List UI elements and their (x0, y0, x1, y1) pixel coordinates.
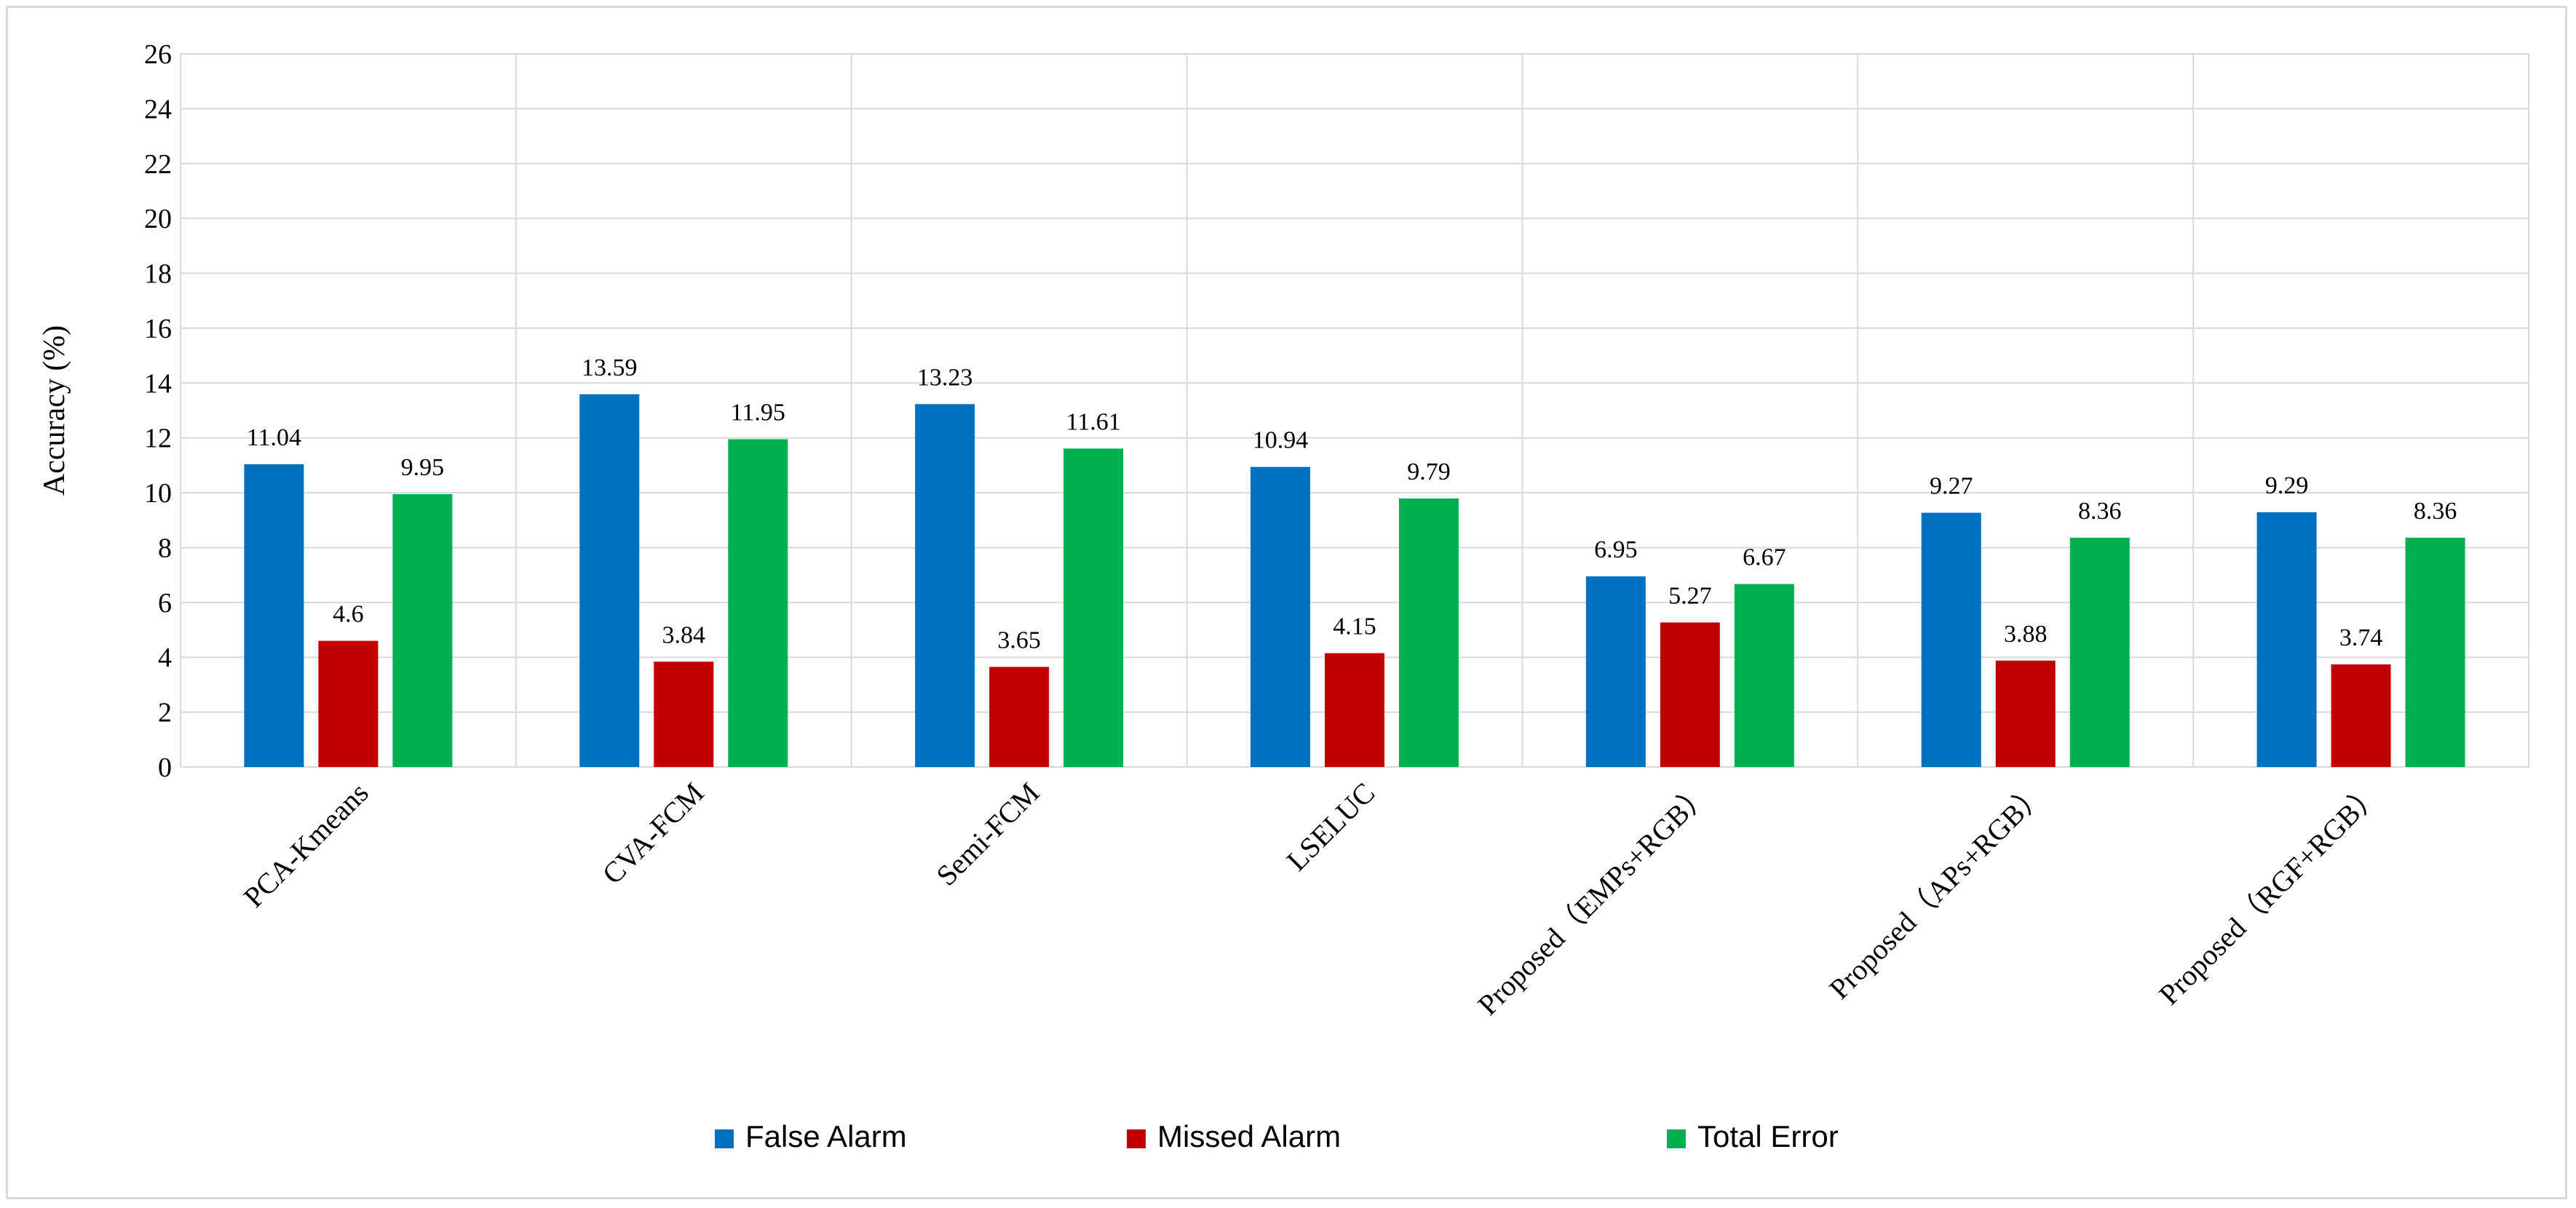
y-axis-title: Accuracy (%) (38, 325, 71, 496)
bar-false-alarm (1585, 576, 1646, 767)
data-label: 10.94 (1253, 427, 1309, 454)
grid-layer (180, 53, 2529, 768)
bar-false-alarm (579, 394, 640, 767)
bar-total-error (1734, 584, 1794, 767)
data-label: 11.61 (1066, 408, 1121, 435)
y-tick-label: 22 (144, 149, 172, 180)
legend-label: Missed Alarm (1157, 1119, 1341, 1153)
bar-missed-alarm (989, 667, 1050, 767)
bar-false-alarm (2256, 512, 2317, 767)
data-label: 6.95 (1594, 536, 1638, 563)
bar-missed-alarm (1995, 660, 2056, 767)
y-tick-label: 4 (158, 643, 172, 673)
y-tick-label: 0 (158, 752, 172, 783)
bar-missed-alarm (318, 640, 379, 767)
bar-total-error (392, 493, 453, 767)
y-tick-label: 24 (144, 94, 172, 124)
data-label: 3.88 (2004, 621, 2048, 648)
x-category-label: Proposed（EMPs+RGB） (1471, 776, 1716, 1022)
bars-layer (244, 394, 2465, 767)
bar-false-alarm (244, 464, 304, 767)
data-label: 3.84 (662, 621, 706, 648)
legend-swatch (1667, 1129, 1686, 1148)
legend-label: Total Error (1697, 1119, 1839, 1153)
y-tick-label: 8 (158, 533, 172, 563)
x-category-label: Proposed（APs+RGB） (1823, 776, 2052, 1006)
y-tick-label: 16 (144, 314, 172, 344)
x-category-label: Semi-FCM (930, 776, 1045, 892)
bar-false-alarm (915, 404, 975, 767)
data-label: 9.79 (1407, 458, 1451, 485)
y-tick-label: 14 (144, 368, 172, 399)
data-label: 8.36 (2078, 498, 2122, 525)
data-label: 9.95 (401, 454, 445, 481)
bar-missed-alarm (2331, 664, 2391, 767)
bar-missed-alarm (1325, 653, 1384, 767)
legend-swatch (715, 1129, 734, 1148)
bar-missed-alarm (1660, 622, 1720, 767)
data-label: 13.59 (582, 354, 638, 381)
data-label: 11.04 (247, 424, 301, 451)
data-label: 9.29 (2265, 472, 2309, 499)
data-labels-layer: 11.04 4.6 9.95 13.59 3.84 11.95 13.23 3.65 11.61… (247, 354, 2457, 654)
bar-total-error (728, 439, 788, 767)
x-category-labels: PCA-Kmeans CVA-FCM Semi-FCM LSELUC Proposed（… (237, 776, 2387, 1022)
y-tick-label: 2 (158, 698, 172, 728)
y-tick-label: 10 (144, 478, 172, 509)
y-tick-label: 26 (144, 39, 172, 70)
data-label: 4.6 (333, 601, 364, 628)
data-label: 11.95 (731, 400, 785, 426)
bar-total-error (2405, 537, 2465, 767)
data-label: 3.65 (997, 627, 1041, 653)
x-category-label: CVA-FCM (596, 776, 710, 891)
data-label: 5.27 (1668, 582, 1712, 609)
y-tick-label: 18 (144, 259, 172, 290)
bar-total-error (2069, 537, 2130, 767)
x-category-label: PCA-Kmeans (237, 776, 375, 914)
data-label: 6.67 (1743, 544, 1786, 571)
x-category-label: LSELUC (1280, 776, 1382, 878)
bar-false-alarm (1251, 466, 1310, 767)
data-label: 3.74 (2339, 624, 2383, 651)
bar-total-error (1063, 448, 1124, 767)
legend-swatch (1127, 1129, 1146, 1148)
bar-missed-alarm (654, 661, 714, 767)
data-label: 9.27 (1930, 473, 1973, 500)
x-category-label: Proposed（RGF+RGB） (2152, 776, 2387, 1012)
y-tick-label: 6 (158, 588, 172, 619)
y-tick-label: 12 (144, 424, 172, 454)
data-label: 13.23 (917, 364, 973, 391)
data-label: 4.15 (1333, 613, 1376, 640)
bar-false-alarm (1921, 512, 1981, 767)
data-label: 8.36 (2414, 498, 2457, 525)
y-tick-label: 20 (144, 204, 172, 234)
legend: False Alarm Missed Alarm Total Error (715, 1119, 1839, 1153)
bar-total-error (1399, 498, 1459, 767)
legend-label: False Alarm (745, 1119, 907, 1153)
